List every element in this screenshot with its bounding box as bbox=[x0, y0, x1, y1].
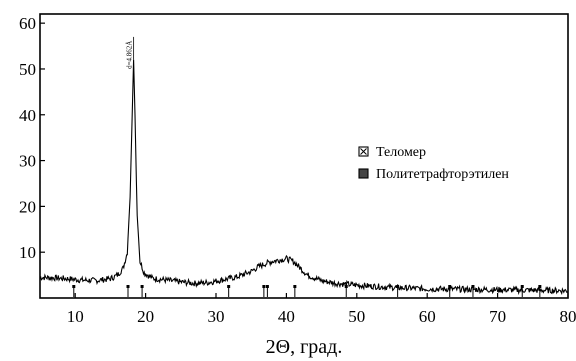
reference-tick-head bbox=[396, 285, 400, 288]
reference-tick-head bbox=[448, 285, 452, 288]
y-tick-label: 30 bbox=[19, 152, 36, 171]
legend-label-ptfe: Политетрафторэтилен bbox=[376, 167, 509, 182]
legend-item-telomer: Теломер bbox=[358, 145, 426, 160]
x-tick-label: 10 bbox=[67, 307, 84, 326]
y-tick-label: 60 bbox=[19, 14, 36, 33]
x-tick-label: 20 bbox=[137, 307, 154, 326]
peak-label: d=4.862Å bbox=[126, 41, 134, 69]
legend-item-ptfe: Политетрафторэтилен bbox=[358, 167, 509, 182]
reference-tick-head bbox=[227, 285, 231, 288]
y-tick-label: 50 bbox=[19, 60, 36, 79]
series-line bbox=[39, 59, 569, 296]
reference-tick-head bbox=[140, 285, 144, 288]
plot-frame bbox=[39, 13, 569, 299]
y-tick-label: 20 bbox=[19, 197, 36, 216]
reference-tick-head bbox=[265, 285, 269, 288]
x-tick-label: 30 bbox=[208, 307, 225, 326]
legend: Теломер Политетрафторэтилен bbox=[358, 145, 509, 182]
peak-annotation: d=4.862Å bbox=[126, 36, 135, 69]
y-axis: 10 20 30 40 50 60 bbox=[19, 14, 45, 262]
reference-tick-head bbox=[262, 285, 266, 288]
x-axis: 10 20 30 40 50 60 70 80 bbox=[67, 293, 576, 326]
x-axis-label: 2Θ, град. bbox=[266, 336, 343, 358]
legend-marker-cross bbox=[360, 148, 367, 155]
y-tick-label: 40 bbox=[19, 106, 36, 125]
x-tick-label: 50 bbox=[348, 307, 365, 326]
reference-tick-head bbox=[126, 285, 130, 288]
legend-marker-square-filled-icon bbox=[358, 168, 369, 179]
y-tick-label: 10 bbox=[19, 243, 36, 262]
x-tick-label: 60 bbox=[419, 307, 436, 326]
legend-label-telomer: Теломер bbox=[376, 145, 426, 160]
reference-tick-head bbox=[538, 285, 542, 288]
x-tick-label: 70 bbox=[489, 307, 506, 326]
reference-tick-head bbox=[72, 285, 76, 288]
reference-tick-head bbox=[520, 285, 524, 288]
x-tick-label: 40 bbox=[278, 307, 295, 326]
reference-tick-head bbox=[293, 285, 297, 288]
reference-tick-head bbox=[471, 285, 475, 288]
x-tick-label: 80 bbox=[560, 307, 576, 326]
